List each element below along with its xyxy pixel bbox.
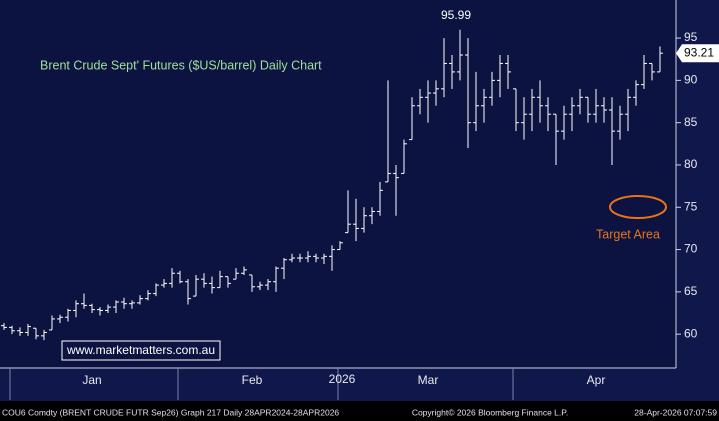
y-tick-label: 65: [684, 284, 698, 298]
target-ellipse: [609, 195, 667, 219]
last-price-label: 93.21: [684, 45, 714, 59]
x-tick-label: Apr: [587, 373, 606, 387]
chart-title: Brent Crude Sept' Futures ($US/barrel) D…: [40, 58, 322, 72]
footer-right: 28-Apr-2026 07:07:59: [634, 407, 717, 417]
month-separators: [9, 368, 514, 400]
y-tick-label: 90: [684, 73, 698, 87]
y-tick-label: 60: [684, 326, 698, 340]
website-box: [61, 340, 221, 361]
target-label: Target Area: [596, 227, 660, 241]
peak-label: 95.99: [441, 8, 471, 22]
x-tick-label: Jan: [82, 373, 101, 387]
y-tick-label: 85: [684, 115, 698, 129]
y-tick-label: 75: [684, 199, 698, 213]
last-price-tag: [676, 44, 719, 63]
year-label: 2026: [329, 372, 356, 386]
y-tick-label: 95: [684, 30, 698, 44]
x-axis-area: [0, 368, 719, 401]
x-tick-label: Feb: [242, 373, 263, 387]
plot-area: [0, 0, 676, 368]
y-tick-label: 70: [684, 242, 698, 256]
x-tick-label: Mar: [418, 373, 439, 387]
website-label: www.marketmatters.com.au: [66, 343, 215, 357]
footer-center: Copyright© 2026 Bloomberg Finance L.P.: [412, 407, 568, 417]
footer-left: COU6 Comdty (BRENT CRUDE FUTR Sep26) Gra…: [2, 407, 339, 417]
y-tick-label: 80: [684, 157, 698, 171]
